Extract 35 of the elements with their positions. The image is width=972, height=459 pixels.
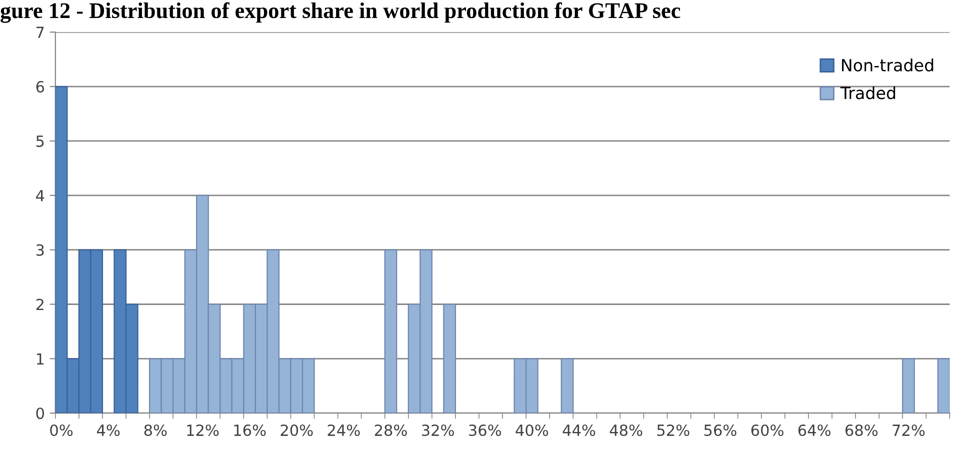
- y-tick-label: 0: [36, 408, 44, 420]
- chart-title: gure 12 - Distribution of export share in world production for GTAP sec: [0, 2, 680, 23]
- x-tick-label: 40%: [516, 424, 548, 436]
- x-tick-label: 72%: [892, 424, 925, 436]
- bar: [902, 358, 915, 414]
- x-tick-label: 8%: [144, 424, 167, 436]
- x-tick-label: 52%: [657, 424, 690, 436]
- x-tick-label: 0%: [50, 424, 73, 436]
- y-tick-label: 5: [36, 136, 44, 147]
- x-tick-label: 32%: [422, 424, 454, 436]
- x-tick-label: 4%: [96, 424, 120, 436]
- y-tick-label: 3: [36, 244, 44, 256]
- legend-label: Traded: [840, 86, 896, 100]
- bar: [937, 358, 950, 414]
- x-tick-label: 28%: [374, 424, 407, 436]
- x-tick-label: 56%: [704, 424, 736, 436]
- y-tick-label: 4: [36, 190, 44, 202]
- x-tick-label: 60%: [751, 424, 784, 436]
- x-tick-label: 24%: [328, 424, 360, 436]
- x-tick-label: 36%: [469, 424, 502, 436]
- y-tick-label: 7: [36, 26, 44, 38]
- y-tick-label: 1: [36, 353, 44, 364]
- x-tick-label: 16%: [234, 424, 266, 436]
- y-tick-label: 2: [36, 298, 44, 310]
- x-tick-label: 12%: [187, 424, 219, 436]
- x-tick-label: 48%: [610, 424, 642, 436]
- bar: [560, 358, 574, 414]
- bar: [384, 249, 398, 414]
- bar: [443, 304, 456, 414]
- y-tick-label: 6: [36, 81, 44, 93]
- x-tick-label: 68%: [845, 424, 878, 436]
- x-tick-label: 20%: [280, 424, 313, 436]
- legend-label: Non-traded: [842, 58, 934, 72]
- x-tick-label: 64%: [798, 424, 830, 436]
- x-tick-label: 44%: [562, 424, 596, 436]
